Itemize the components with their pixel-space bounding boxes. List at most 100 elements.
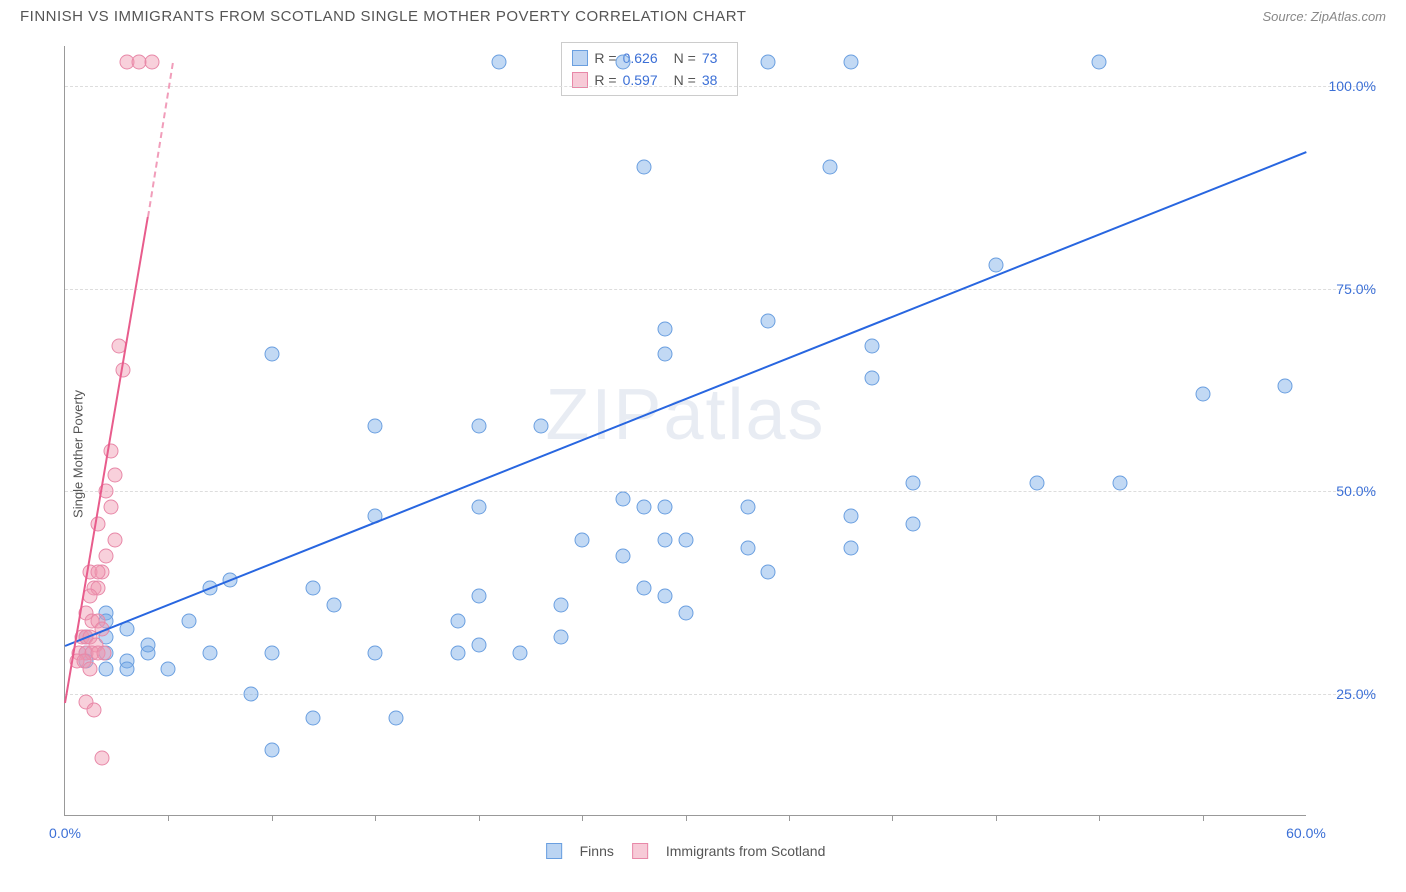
data-point — [107, 468, 122, 483]
data-point — [637, 581, 652, 596]
x-tick — [789, 815, 790, 821]
data-point — [554, 597, 569, 612]
data-point — [471, 638, 486, 653]
data-point — [513, 646, 528, 661]
gridline — [65, 694, 1376, 695]
data-point — [471, 419, 486, 434]
data-point — [99, 662, 114, 677]
series-legend: Finns Immigrants from Scotland — [546, 843, 826, 859]
data-point — [864, 338, 879, 353]
data-point — [264, 743, 279, 758]
stat-n-label: N = — [674, 69, 696, 91]
stat-r-value: 0.597 — [623, 69, 658, 91]
x-tick — [1099, 815, 1100, 821]
stats-legend: R = 0.626 N = 73 R = 0.597 N = 38 — [561, 42, 738, 96]
y-tick-label: 100.0% — [1316, 78, 1376, 94]
data-point — [1278, 378, 1293, 393]
x-tick — [375, 815, 376, 821]
legend-row-scotland: R = 0.597 N = 38 — [572, 69, 727, 91]
data-point — [202, 646, 217, 661]
data-point — [637, 160, 652, 175]
legend-label-scotland: Immigrants from Scotland — [666, 843, 826, 859]
data-point — [1195, 387, 1210, 402]
data-point — [740, 500, 755, 515]
data-point — [554, 629, 569, 644]
data-point — [368, 419, 383, 434]
data-point — [1112, 476, 1127, 491]
legend-row-finns: R = 0.626 N = 73 — [572, 47, 727, 69]
chart-title: FINNISH VS IMMIGRANTS FROM SCOTLAND SING… — [20, 8, 746, 25]
data-point — [182, 613, 197, 628]
data-point — [264, 346, 279, 361]
data-point — [144, 55, 159, 70]
swatch-blue-icon — [546, 843, 562, 859]
x-tick — [1203, 815, 1204, 821]
watermark: ZIPatlas — [545, 374, 825, 456]
data-point — [140, 638, 155, 653]
data-point — [1030, 476, 1045, 491]
data-point — [326, 597, 341, 612]
plot-area: ZIPatlas R = 0.626 N = 73 R = 0.597 N = … — [64, 46, 1306, 816]
data-point — [82, 662, 97, 677]
x-tick — [168, 815, 169, 821]
data-point — [678, 532, 693, 547]
data-point — [575, 532, 590, 547]
data-point — [450, 613, 465, 628]
data-point — [657, 589, 672, 604]
data-point — [843, 508, 858, 523]
y-tick-label: 50.0% — [1316, 483, 1376, 499]
data-point — [761, 55, 776, 70]
data-point — [86, 702, 101, 717]
data-point — [471, 589, 486, 604]
data-point — [678, 605, 693, 620]
stat-n-label: N = — [674, 47, 696, 69]
x-tick-label: 60.0% — [1286, 825, 1326, 841]
chart-container: Single Mother Poverty ZIPatlas R = 0.626… — [20, 36, 1386, 872]
data-point — [637, 500, 652, 515]
data-point — [120, 662, 135, 677]
gridline — [65, 86, 1376, 87]
data-point — [906, 476, 921, 491]
x-tick — [582, 815, 583, 821]
data-point — [244, 686, 259, 701]
data-point — [107, 532, 122, 547]
x-tick — [686, 815, 687, 821]
data-point — [616, 548, 631, 563]
data-point — [740, 540, 755, 555]
data-point — [906, 516, 921, 531]
stat-r-label: R = — [594, 69, 616, 91]
data-point — [368, 646, 383, 661]
stat-n-value: 73 — [702, 47, 718, 69]
data-point — [761, 314, 776, 329]
data-point — [657, 500, 672, 515]
data-point — [533, 419, 548, 434]
data-point — [492, 55, 507, 70]
x-tick — [892, 815, 893, 821]
data-point — [823, 160, 838, 175]
data-point — [99, 548, 114, 563]
data-point — [1092, 55, 1107, 70]
swatch-blue-icon — [572, 50, 588, 66]
data-point — [264, 646, 279, 661]
y-tick-label: 25.0% — [1316, 686, 1376, 702]
x-tick — [996, 815, 997, 821]
data-point — [161, 662, 176, 677]
data-point — [95, 751, 110, 766]
data-point — [388, 710, 403, 725]
stat-r-label: R = — [594, 47, 616, 69]
data-point — [864, 370, 879, 385]
x-tick — [272, 815, 273, 821]
stat-n-value: 38 — [702, 69, 718, 91]
data-point — [657, 532, 672, 547]
data-point — [616, 55, 631, 70]
data-point — [306, 710, 321, 725]
data-point — [471, 500, 486, 515]
data-point — [988, 257, 1003, 272]
x-tick-label: 0.0% — [49, 825, 81, 841]
data-point — [843, 540, 858, 555]
data-point — [103, 500, 118, 515]
gridline — [65, 289, 1376, 290]
data-point — [616, 492, 631, 507]
legend-label-finns: Finns — [580, 843, 614, 859]
y-tick-label: 75.0% — [1316, 281, 1376, 297]
